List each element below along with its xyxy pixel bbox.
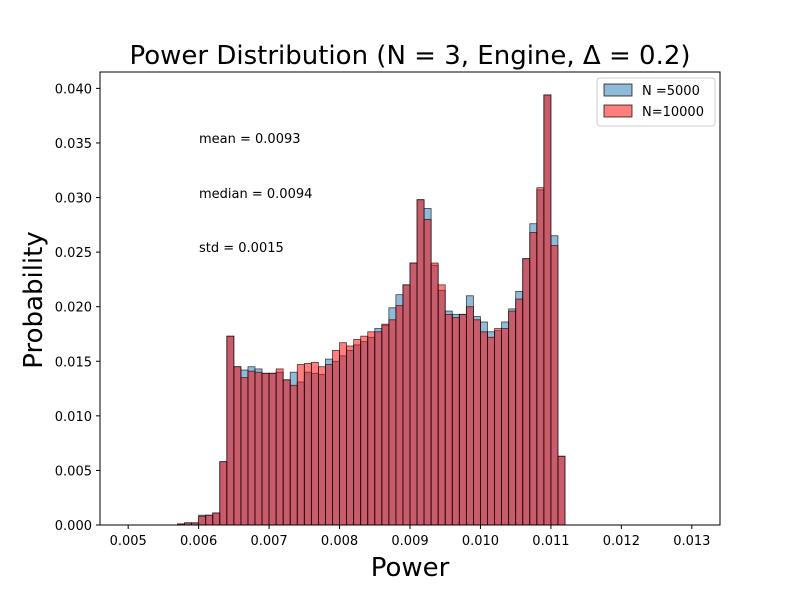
bar-series1-bin11 (254, 371, 263, 526)
bar-series1-bin50 (529, 232, 538, 526)
bar-series1-bin13 (268, 372, 277, 526)
bar-series1-bin24 (346, 345, 355, 526)
bar-series1-bin29 (381, 323, 390, 526)
bar-series1-bin38 (444, 313, 453, 526)
y-tick-label: 0.025 (55, 246, 92, 261)
bar-series1-bin54 (557, 455, 566, 526)
bar-series1-bin40 (458, 313, 467, 526)
y-tick-label: 0.030 (55, 192, 92, 207)
bar-series1-bin4 (205, 514, 214, 526)
bar-series1-bin17 (296, 364, 305, 526)
legend-label-n5000: N =5000 (642, 84, 700, 99)
bar-series1-bin20 (318, 366, 326, 526)
bar-series1-bin32 (402, 284, 411, 526)
x-tick-label: 0.009 (391, 534, 428, 549)
bar-series1-bin49 (522, 258, 531, 526)
bar-series1-bin53 (550, 245, 559, 526)
bar-series1-bin44 (487, 336, 495, 526)
bar-series1-bin51 (536, 187, 545, 526)
y-axis-label: Probability (19, 231, 49, 368)
y-tick-label: 0.010 (55, 410, 92, 425)
legend-label-n10000: N=10000 (642, 105, 704, 120)
chart-title: Power Distribution (N = 3, Engine, Δ = 0… (129, 41, 690, 71)
annotation-std: std = 0.0015 (199, 241, 284, 256)
bar-series1-bin6 (219, 461, 228, 526)
bar-series1-bin52 (543, 94, 552, 526)
y-tick-label: 0.035 (55, 137, 92, 152)
x-tick-label: 0.010 (462, 534, 499, 549)
bar-series1-bin10 (247, 370, 256, 526)
bar-series1-bin15 (282, 379, 291, 526)
bar-series1-bin8 (233, 366, 242, 526)
x-axis-label: Power (371, 553, 450, 583)
bar-series1-bin26 (360, 335, 369, 526)
legend-swatch-n5000 (603, 83, 633, 97)
bar-series1-bin21 (325, 364, 333, 526)
x-tick-label: 0.012 (603, 534, 640, 549)
bar-series1-bin16 (289, 384, 298, 526)
bar-series1-bin48 (515, 298, 524, 526)
x-tick-label: 0.008 (321, 534, 358, 549)
x-axis-ticks: 0.005 0.006 0.007 0.008 0.009 0.010 0.011 0.012… (110, 525, 710, 549)
y-axis-ticks: 0.000 0.005 0.010 0.015 0.020 0.025 0.030 0.035… (55, 82, 100, 534)
bar-series1-bin39 (451, 317, 460, 526)
bar-series1-bin28 (374, 331, 383, 526)
bar-series1-bin22 (332, 349, 340, 526)
bar-series1-bin3 (198, 515, 207, 526)
bar-series1-bin27 (367, 331, 376, 526)
legend-swatch-n10000 (603, 104, 633, 118)
x-tick-label: 0.007 (250, 534, 287, 549)
bar-series1-bin25 (353, 339, 362, 526)
annotation-mean: mean = 0.0093 (199, 132, 301, 147)
bar-series1-bin46 (501, 328, 510, 526)
y-tick-label: 0.005 (55, 464, 92, 479)
bar-series1-bin19 (310, 361, 319, 526)
y-tick-label: 0.040 (55, 82, 92, 97)
bar-series1-bin18 (303, 363, 312, 526)
bar-series1-bin12 (261, 372, 270, 526)
bar-series1-bin31 (395, 305, 404, 526)
bar-series1-bin42 (473, 319, 481, 526)
bar-series1-bin9 (240, 377, 249, 526)
legend: N =5000 N=10000 (596, 77, 716, 127)
bar-series1-bin5 (212, 512, 221, 526)
bar-series1-bin41 (465, 306, 474, 526)
bar-series1-bin35 (423, 218, 432, 526)
x-tick-label: 0.013 (673, 534, 710, 549)
bar-series1-bin14 (275, 368, 284, 526)
x-tick-label: 0.005 (110, 534, 147, 549)
bar-series1-bin23 (339, 342, 347, 526)
bar-series1-bin30 (388, 319, 397, 526)
bar-series1-bin33 (409, 262, 418, 526)
annotation-median: median = 0.0094 (199, 187, 312, 202)
bar-series1-bin37 (437, 284, 446, 526)
bar-series1-bin34 (416, 199, 425, 526)
bar-series1-bin43 (480, 331, 488, 526)
bar-series1-bin47 (508, 310, 517, 526)
y-tick-label: 0.000 (55, 519, 92, 534)
x-tick-label: 0.006 (180, 534, 217, 549)
bar-series1-bin7 (226, 335, 235, 526)
y-tick-label: 0.020 (55, 301, 92, 316)
bar-series1-bin45 (494, 328, 502, 526)
bar-series1-bin36 (430, 262, 439, 526)
x-tick-label: 0.011 (532, 534, 569, 549)
y-tick-label: 0.015 (55, 355, 92, 370)
